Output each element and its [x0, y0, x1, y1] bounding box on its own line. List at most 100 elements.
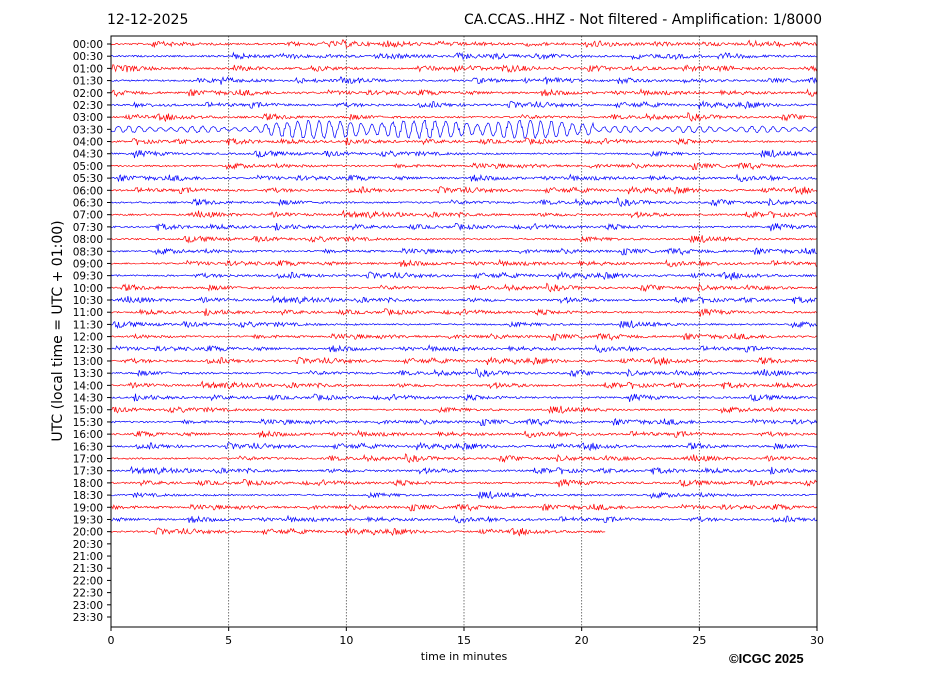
trace-1600 — [110, 429, 818, 438]
y-tick-label: 10:30 — [73, 295, 103, 307]
x-tick-label: 10 — [339, 634, 353, 647]
y-tick-label: 03:00 — [73, 112, 103, 124]
y-tick-label: 04:00 — [73, 137, 103, 149]
trace-0700 — [110, 209, 818, 219]
y-tick-label: 10:00 — [73, 283, 103, 295]
x-tick-label: 0 — [108, 634, 115, 647]
trace-1730 — [110, 465, 818, 475]
trace-0030 — [110, 51, 818, 61]
trace-1200 — [110, 332, 818, 341]
y-tick-label: 12:30 — [73, 344, 103, 356]
y-tick-label: 04:30 — [73, 149, 103, 161]
y-tick-label: 03:30 — [73, 124, 103, 136]
copyright-label: ©ICGC 2025 — [729, 651, 804, 666]
y-tick-label: 01:30 — [73, 76, 103, 88]
y-tick-label: 16:30 — [73, 441, 103, 453]
y-tick-label: 00:00 — [73, 39, 103, 51]
y-tick-label: 13:30 — [73, 368, 103, 380]
trace-1300 — [110, 356, 818, 366]
trace-0630 — [110, 197, 818, 208]
trace-1100 — [110, 308, 818, 317]
trace-1900 — [110, 503, 818, 512]
y-tick-label: 21:30 — [73, 563, 103, 575]
y-tick-label: 11:00 — [73, 307, 103, 319]
y-tick-label: 14:00 — [73, 380, 103, 392]
y-tick-label: 07:00 — [73, 210, 103, 222]
trace-0900 — [110, 258, 818, 268]
y-tick-label: 23:30 — [73, 612, 103, 624]
trace-0730 — [110, 222, 817, 232]
x-tick-label: 30 — [810, 634, 824, 647]
x-tick-label: 15 — [457, 634, 471, 647]
y-tick-label: 18:30 — [73, 490, 103, 502]
trace-0530 — [110, 173, 818, 182]
y-tick-label: 23:00 — [73, 600, 103, 612]
trace-1400 — [110, 380, 817, 390]
y-tick-label: 02:30 — [73, 100, 103, 112]
y-tick-label: 13:00 — [73, 356, 103, 368]
trace-1700 — [110, 453, 818, 464]
trace-0500 — [110, 162, 818, 171]
trace-1000 — [110, 282, 818, 293]
y-tick-label: 20:30 — [73, 539, 103, 551]
trace-1530 — [110, 418, 818, 427]
y-tick-label: 06:30 — [73, 197, 103, 209]
y-tick-label: 02:00 — [73, 88, 103, 100]
trace-0600 — [110, 185, 818, 196]
trace-0100 — [110, 64, 818, 73]
y-tick-label: 08:00 — [73, 234, 103, 246]
y-tick-label: 17:30 — [73, 466, 103, 478]
trace-1930 — [110, 514, 818, 524]
y-tick-label: 18:00 — [73, 478, 103, 490]
y-tick-label: 11:30 — [73, 319, 103, 331]
x-tick-label: 25 — [692, 634, 706, 647]
trace-0400 — [111, 137, 818, 146]
chart-title: CA.CCAS..HHZ - Not filtered - Amplificat… — [464, 12, 822, 28]
trace-0830 — [110, 247, 818, 256]
trace-0300 — [110, 111, 818, 123]
trace-1500 — [110, 405, 818, 415]
y-tick-label: 17:00 — [73, 454, 103, 466]
trace-0330 — [110, 119, 818, 139]
y-tick-label: 21:00 — [73, 551, 103, 563]
y-tick-label: 09:00 — [73, 258, 103, 270]
y-tick-label: 09:30 — [73, 271, 103, 283]
x-tick-label: 5 — [225, 634, 232, 647]
x-axis-label: time in minutes — [421, 650, 508, 663]
trace-2000 — [110, 526, 606, 537]
trace-1030 — [110, 295, 818, 304]
trace-0930 — [110, 270, 817, 281]
y-tick-label: 00:30 — [73, 51, 103, 63]
y-tick-label: 12:00 — [73, 332, 103, 344]
y-tick-label: 20:00 — [73, 527, 103, 539]
trace-0430 — [110, 149, 818, 159]
y-tick-label: 01:00 — [73, 63, 103, 75]
trace-1430 — [111, 393, 818, 403]
y-tick-label: 19:00 — [73, 502, 103, 514]
y-tick-label: 07:30 — [73, 222, 103, 234]
y-tick-label: 15:30 — [73, 417, 103, 429]
trace-1830 — [110, 491, 818, 500]
y-tick-label: 22:30 — [73, 588, 103, 600]
y-tick-label: 16:00 — [73, 429, 103, 441]
y-tick-label: 05:30 — [73, 173, 103, 185]
trace-0000 — [110, 39, 818, 49]
y-tick-label: 05:00 — [73, 161, 103, 173]
y-axis-label: UTC (local time = UTC + 01:00) — [50, 220, 66, 441]
y-tick-label: 19:30 — [73, 514, 103, 526]
y-tick-label: 14:30 — [73, 393, 103, 405]
trace-0200 — [110, 88, 818, 98]
trace-1630 — [110, 441, 818, 452]
trace-1130 — [110, 320, 818, 330]
y-tick-label: 08:30 — [73, 246, 103, 258]
trace-1330 — [111, 367, 818, 378]
trace-0130 — [110, 76, 818, 85]
date-label: 12-12-2025 — [107, 12, 189, 28]
trace-0230 — [110, 100, 818, 110]
y-tick-label: 22:00 — [73, 575, 103, 587]
y-tick-label: 06:00 — [73, 185, 103, 197]
trace-1230 — [110, 344, 818, 353]
x-tick-label: 20 — [575, 634, 589, 647]
trace-0800 — [110, 235, 817, 244]
